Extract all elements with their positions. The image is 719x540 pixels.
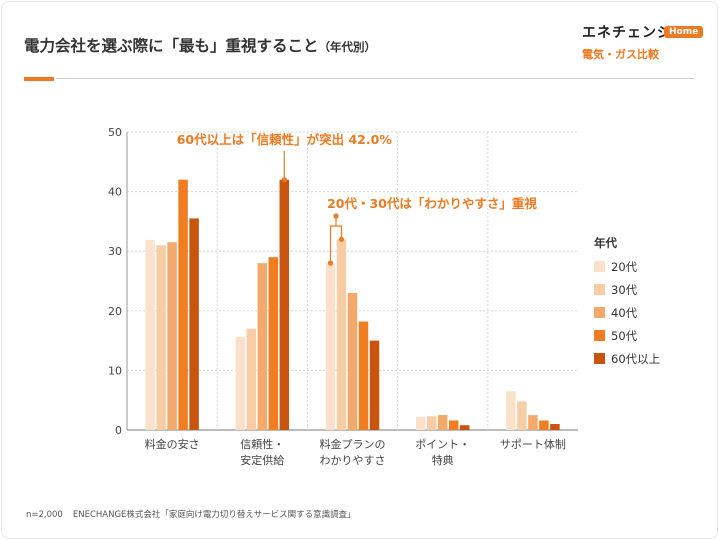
logo-tagline: 電気・ガス比較 — [582, 48, 659, 61]
bar — [189, 218, 199, 430]
brand-logo: エネチェンジ Home 電気・ガス比較 — [582, 20, 704, 64]
bar — [268, 257, 279, 430]
bar — [369, 340, 380, 430]
bar — [459, 425, 470, 430]
bar — [506, 391, 516, 430]
legend-swatch — [594, 330, 605, 341]
sample-size: n=2,000 — [26, 510, 63, 520]
legend-label: 20代 — [611, 260, 638, 274]
bar — [426, 416, 437, 430]
bar — [358, 321, 369, 430]
annotation-top: 60代以上は「信頼性」が突出 42.0% — [177, 132, 393, 147]
annotation-middle-marker — [327, 260, 334, 266]
legend-swatch — [594, 284, 605, 295]
bar — [246, 328, 257, 430]
bar — [437, 415, 448, 430]
title-subtitle: （年代別） — [318, 40, 377, 54]
bar — [448, 420, 459, 430]
y-tick-label: 10 — [108, 364, 122, 377]
bar — [336, 239, 347, 430]
x-tick-label: サポート体制 — [500, 437, 566, 451]
bar — [415, 416, 426, 430]
y-tick-label: 20 — [108, 305, 122, 318]
x-tick-label: 信頼性・ — [240, 437, 284, 451]
bar — [279, 179, 290, 430]
x-tick-label: 特典 — [432, 453, 454, 467]
bar — [528, 415, 538, 430]
x-tick-label: 安定供給 — [240, 453, 284, 467]
annotation-middle-marker — [333, 213, 339, 219]
legend-label: 50代 — [611, 329, 638, 343]
page-title: 電力会社を選ぶ際に「最も」重視すること（年代別） — [24, 34, 376, 56]
source-note: ENECHANGE株式会社「家庭向け電力切り替えサービス関する意識調査」 — [72, 510, 356, 520]
y-tick-label: 0 — [115, 424, 122, 437]
bar — [156, 245, 166, 430]
y-tick-label: 50 — [108, 126, 122, 139]
logo-badge: Home — [664, 26, 704, 38]
legend-swatch — [594, 307, 605, 318]
legend-label: 30代 — [611, 283, 638, 297]
bar — [167, 242, 177, 430]
x-tick-label: ポイント・ — [415, 438, 470, 451]
legend-label: 40代 — [611, 306, 638, 320]
footer-note: n=2,000 ENECHANGE株式会社「家庭向け電力切り替えサービス関する意識… — [26, 508, 356, 520]
x-tick-label: 料金プランの — [320, 437, 386, 451]
annotation-middle: 20代・30代は「わかりやすさ」重視 — [327, 196, 537, 211]
annotation-middle-marker — [338, 236, 345, 242]
legend-swatch — [594, 261, 605, 272]
bar — [325, 263, 336, 430]
legend-swatch — [594, 353, 605, 364]
title-divider — [56, 78, 694, 79]
bar — [178, 179, 188, 430]
title-main: 電力会社を選ぶ際に「最も」重視すること — [24, 37, 319, 55]
bar — [550, 424, 560, 430]
y-tick-label: 40 — [108, 186, 122, 199]
bar — [539, 420, 549, 430]
x-tick-label: 料金の安さ — [145, 437, 200, 451]
legend-label: 60代以上 — [611, 352, 661, 366]
logo-name: エネチェンジ — [582, 25, 672, 41]
annotation-top-marker — [281, 177, 287, 183]
bar — [145, 239, 155, 430]
y-tick-label: 30 — [108, 245, 122, 258]
bar — [235, 337, 246, 430]
title-accent-bar — [24, 77, 54, 81]
legend-title: 年代 — [594, 236, 617, 250]
bar — [517, 401, 527, 430]
x-tick-label: わかりやすさ — [320, 454, 386, 467]
bar — [257, 263, 268, 430]
bar — [347, 292, 358, 430]
